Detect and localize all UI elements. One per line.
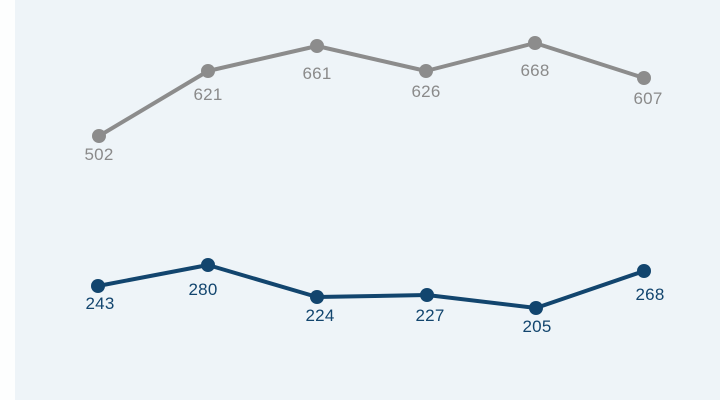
- data-point-label: 502: [84, 145, 114, 164]
- data-point-label: 661: [302, 64, 332, 83]
- data-point-label: 243: [85, 294, 115, 313]
- data-point-label: 280: [188, 280, 218, 299]
- data-point-marker[interactable]: [201, 258, 215, 272]
- data-point-marker[interactable]: [637, 264, 651, 278]
- series-line-1: [97, 41, 646, 138]
- data-point-label: 621: [193, 85, 223, 104]
- data-point-marker[interactable]: [310, 290, 324, 304]
- series-line-2: [96, 263, 646, 310]
- data-point-label: 668: [520, 61, 550, 80]
- data-point-label: 224: [305, 306, 335, 325]
- data-point-marker[interactable]: [529, 301, 543, 315]
- data-point-marker[interactable]: [637, 71, 651, 85]
- data-point-marker[interactable]: [92, 129, 106, 143]
- data-point-marker[interactable]: [201, 64, 215, 78]
- data-point-marker[interactable]: [91, 279, 105, 293]
- data-point-label: 607: [633, 89, 663, 108]
- data-point-marker[interactable]: [420, 288, 434, 302]
- data-point-label: 268: [635, 285, 665, 304]
- data-point-label: 626: [411, 82, 441, 101]
- data-point-label: 205: [522, 317, 552, 336]
- data-point-marker[interactable]: [528, 36, 542, 50]
- data-point-label: 227: [415, 306, 445, 325]
- data-point-marker[interactable]: [419, 64, 433, 78]
- series-group: [91, 36, 651, 315]
- left-margin-band: [0, 0, 15, 400]
- data-point-marker[interactable]: [310, 39, 324, 53]
